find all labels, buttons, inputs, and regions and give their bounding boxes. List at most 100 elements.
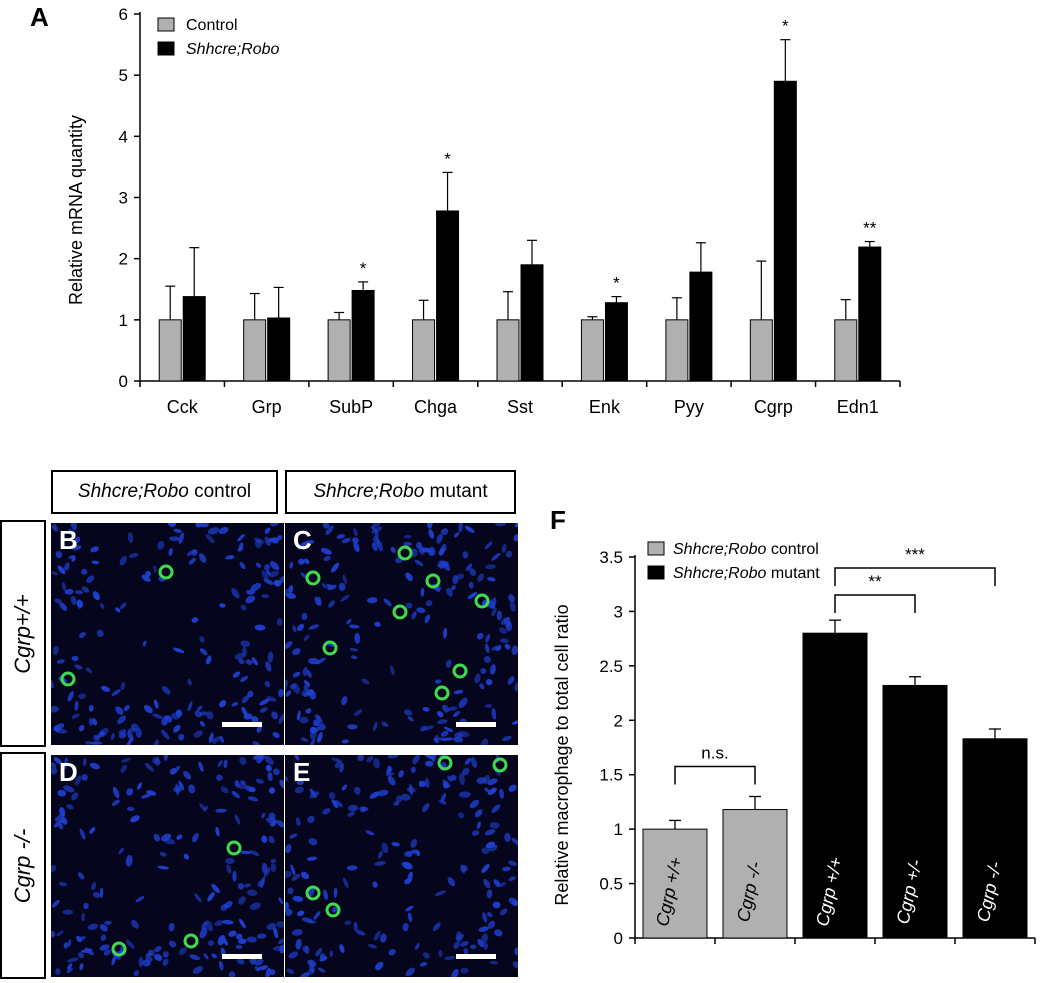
nucleus	[207, 940, 214, 947]
nucleus	[241, 695, 250, 704]
nucleus	[453, 941, 460, 949]
nucleus	[240, 604, 247, 611]
nucleus	[243, 883, 252, 888]
nucleus	[484, 704, 493, 708]
nucleus	[131, 919, 139, 929]
nucleus	[420, 587, 425, 597]
nucleus	[193, 730, 203, 738]
micrograph-c-cells	[285, 523, 518, 745]
nucleus	[135, 896, 145, 903]
nucleus	[480, 738, 489, 745]
nucleus	[361, 678, 370, 685]
nucleus	[147, 949, 155, 957]
nucleus	[152, 713, 163, 719]
legend-label-group: control	[766, 541, 818, 558]
nucleus	[349, 624, 360, 629]
nucleus	[514, 523, 518, 528]
nucleus	[176, 834, 183, 840]
nucleus	[416, 607, 426, 613]
nucleus	[483, 942, 488, 950]
nucleus	[338, 582, 346, 591]
nucleus	[308, 838, 318, 846]
nucleus	[59, 602, 68, 611]
y-axis-label: Relative macrophage to total cell ratio	[552, 604, 572, 905]
nucleus	[328, 600, 335, 608]
nucleus	[245, 589, 254, 595]
nucleus	[460, 941, 469, 947]
bar-control	[642, 828, 708, 939]
nucleus	[405, 572, 413, 582]
nucleus	[234, 814, 241, 825]
nucleus	[412, 755, 420, 765]
nucleus	[153, 699, 159, 709]
nucleus	[451, 585, 456, 591]
nucleus	[331, 799, 339, 809]
nucleus	[489, 822, 500, 829]
nucleus	[188, 784, 196, 794]
nucleus	[477, 938, 485, 948]
nucleus	[251, 716, 259, 723]
nucleus	[404, 878, 411, 885]
nucleus	[459, 773, 465, 786]
nucleus	[276, 921, 284, 928]
y-tick-label: 0.5	[599, 875, 623, 894]
bar-mutant	[882, 684, 948, 939]
nucleus	[78, 693, 87, 699]
y-tick-label: 2	[614, 711, 623, 730]
nucleus	[120, 682, 126, 690]
nucleus	[119, 556, 127, 566]
nucleus	[511, 645, 518, 655]
nucleus	[496, 610, 503, 621]
nucleus	[291, 929, 303, 936]
nucleus	[91, 560, 100, 565]
nucleus	[424, 614, 431, 624]
chart-f-macrophage-ratio: 0 0.5 1 1.5 2 2.5 3 3.5 Relative macrophage to t…	[552, 541, 1036, 948]
nucleus	[240, 850, 252, 855]
nucleus	[480, 668, 487, 674]
nucleus	[508, 860, 517, 866]
nucleus	[295, 938, 302, 950]
nucleus	[438, 950, 443, 958]
y-tick-label: 0	[119, 372, 128, 391]
nucleus	[74, 536, 81, 544]
nucleus	[238, 783, 246, 790]
bar-shhcre-robo	[436, 210, 460, 382]
nucleus	[447, 706, 458, 711]
nucleus	[81, 912, 85, 922]
row-header-cgrp-wt-label: Cgrp+/+	[10, 593, 35, 674]
nucleus	[479, 683, 485, 690]
nucleus	[482, 912, 488, 923]
nucleus	[226, 864, 232, 874]
nucleus	[67, 691, 74, 702]
panel-d-letter: D	[59, 757, 78, 787]
nucleus	[163, 715, 170, 720]
nucleus	[437, 710, 444, 718]
nucleus	[223, 900, 233, 909]
nucleus	[436, 533, 443, 544]
significance-marker: *	[782, 17, 789, 36]
nucleus	[387, 765, 392, 774]
nucleus	[374, 861, 386, 866]
nucleus	[487, 778, 498, 786]
nucleus	[220, 786, 229, 794]
nucleus	[353, 709, 363, 717]
nucleus	[369, 791, 380, 799]
nucleus	[494, 929, 503, 937]
nucleus	[485, 678, 493, 686]
nucleus	[55, 728, 67, 734]
nucleus	[289, 561, 294, 569]
nucleus	[329, 950, 334, 957]
nucleus	[191, 617, 199, 623]
nucleus	[378, 850, 383, 859]
nucleus	[419, 780, 427, 788]
nucleus	[198, 553, 207, 563]
panel-f-letter: F	[550, 505, 566, 535]
nucleus	[425, 760, 434, 767]
nucleus	[250, 582, 262, 591]
macrophage-cell	[226, 840, 242, 856]
nucleus	[99, 731, 106, 736]
nucleus	[195, 523, 203, 528]
bar-shhcre-robo	[182, 296, 206, 382]
nucleus	[499, 882, 506, 887]
nucleus	[410, 548, 418, 557]
